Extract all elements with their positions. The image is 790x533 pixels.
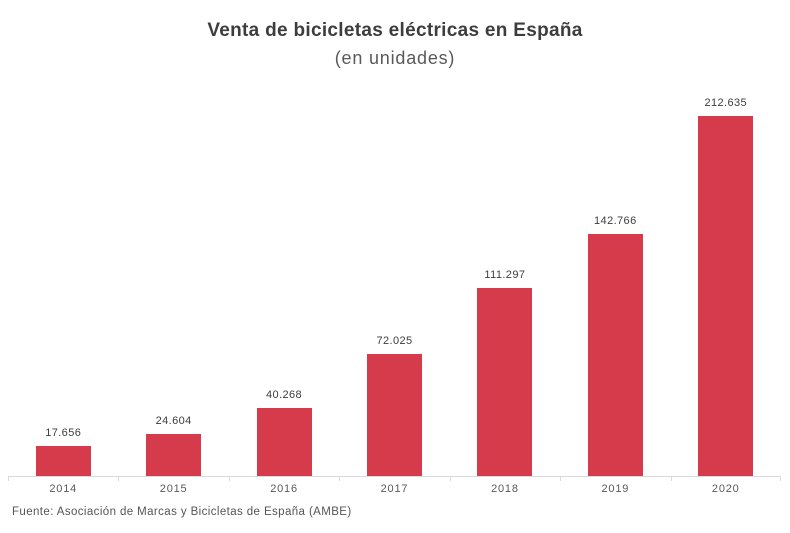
bar-value-label: 111.297	[484, 269, 526, 281]
source-note: Fuente: Asociación de Marcas y Bicicleta…	[12, 506, 352, 518]
axis-tick	[8, 476, 9, 481]
bar-group-2020: 212.635	[671, 81, 781, 476]
bar-2019	[587, 234, 643, 476]
bar-2017	[366, 354, 422, 476]
bar-group-2019: 142.766	[560, 81, 670, 476]
bar-group-2018: 111.297	[450, 81, 560, 476]
bar-2020	[698, 116, 754, 476]
axis-tick	[670, 476, 672, 481]
bar-group-2015: 24.604	[118, 81, 228, 476]
axis-tick	[780, 476, 781, 481]
bar-value-label: 72.025	[376, 335, 413, 347]
bar-group-2014: 17.656	[8, 81, 118, 476]
axis-tick	[560, 476, 562, 481]
bar-2016	[256, 408, 312, 476]
bar-2018	[477, 288, 533, 476]
x-axis-label: 2020	[711, 483, 740, 495]
x-axis-label: 2015	[159, 483, 188, 495]
x-axis-label: 2019	[601, 483, 630, 495]
x-axis-label: 2014	[49, 483, 78, 495]
bar-value-label: 212.635	[704, 97, 748, 109]
axis-tick	[228, 476, 230, 481]
axis-tick	[339, 476, 341, 481]
bar-value-label: 24.604	[155, 415, 192, 427]
axis-tick	[118, 476, 120, 481]
bar-value-label: 40.268	[266, 389, 303, 401]
bars-container: 17.656 24.604 40.268 72.025 111.297 142.766 21…	[8, 81, 781, 476]
plot-area: 17.656 24.604 40.268 72.025 111.297 142.766 21…	[8, 81, 781, 481]
bar-group-2016: 40.268	[229, 81, 339, 476]
bar-value-label: 142.766	[594, 215, 637, 227]
x-axis-labels: 2014 2015 2016 2017 2018 2019 2020	[8, 483, 781, 495]
chart-subtitle: (en unidades)	[334, 48, 456, 68]
bar-group-2017: 72.025	[339, 81, 449, 476]
bar-2015	[146, 434, 202, 476]
x-axis-label: 2018	[491, 483, 519, 495]
bar-value-label: 17.656	[45, 427, 82, 439]
axis-tick	[449, 476, 451, 481]
x-axis-label: 2016	[270, 483, 298, 495]
bar-2014	[35, 446, 91, 476]
chart-title: Venta de bicicletas eléctricas en España	[207, 20, 583, 41]
x-axis-label: 2017	[380, 483, 409, 495]
